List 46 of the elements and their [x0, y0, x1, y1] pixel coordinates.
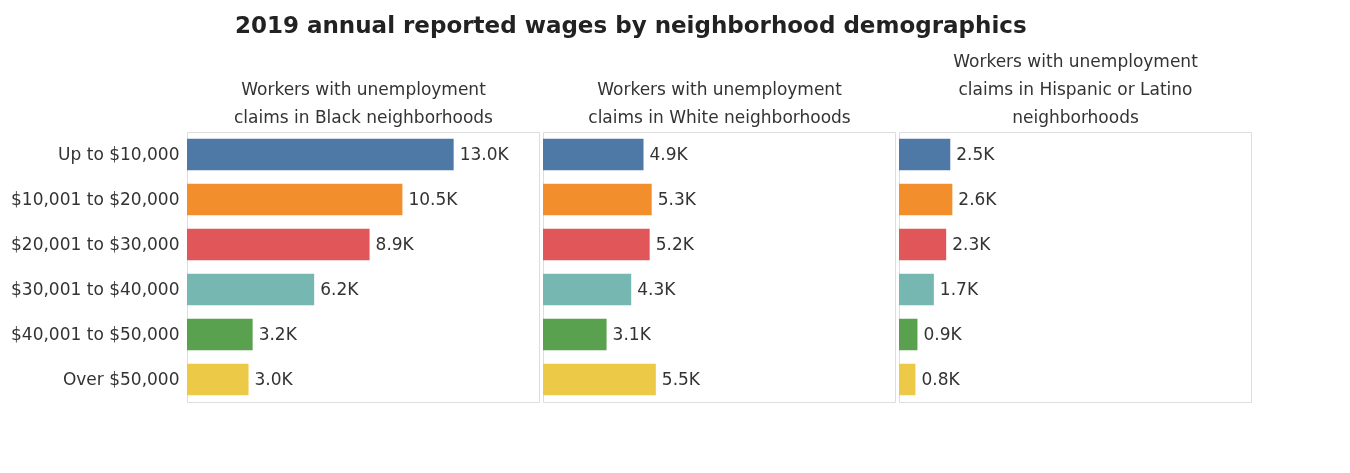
bar: [543, 138, 644, 171]
data-label: 8.9K: [375, 233, 415, 254]
bar: [187, 228, 370, 261]
bar: [899, 363, 916, 396]
data-label: 3.0K: [254, 368, 294, 389]
bar: [899, 228, 947, 261]
data-label: 5.3K: [657, 188, 697, 209]
y-tick-label: $40,001 to $50,000: [11, 323, 180, 344]
bar: [187, 183, 403, 216]
data-label: 1.7K: [939, 278, 979, 299]
bar: [187, 138, 454, 171]
data-label: 4.3K: [637, 278, 677, 299]
x-axis-title: Workers with unemployment claims in Hispanic or Latino neighborhoods: [953, 50, 1199, 127]
y-tick-label: $20,001 to $30,000: [11, 233, 180, 254]
bar: [187, 273, 315, 306]
bar: [187, 363, 249, 396]
data-label: 2.5K: [956, 143, 996, 164]
bar: [899, 318, 918, 351]
data-label: 3.1K: [612, 323, 652, 344]
bar: [187, 318, 253, 351]
bar: [543, 183, 652, 216]
data-label: 4.9K: [649, 143, 689, 164]
data-label: 0.8K: [921, 368, 961, 389]
y-tick-label: Over $50,000: [62, 368, 180, 389]
y-tick-label: $30,001 to $40,000: [11, 278, 180, 299]
x-axis-title: Workers with unemployment claims in Black neighborhoods: [234, 78, 494, 127]
data-label: 13.0K: [459, 143, 510, 164]
data-label: 3.2K: [258, 323, 298, 344]
bar: [543, 228, 650, 261]
y-tick-label: Up to $10,000: [58, 143, 180, 164]
bar: [543, 363, 656, 396]
text: 2019 annual reported wages by neighborhood demographics: [234, 11, 1027, 38]
y-tick-label: $10,001 to $20,000: [11, 188, 180, 209]
data-label: 6.2K: [320, 278, 360, 299]
data-label: 5.5K: [661, 368, 701, 389]
data-label: 2.6K: [958, 188, 998, 209]
data-label: 5.2K: [655, 233, 695, 254]
data-label: 0.9K: [923, 323, 963, 344]
bar: [899, 138, 951, 171]
data-label: 10.5K: [408, 188, 459, 209]
bar: [899, 183, 953, 216]
bar: [543, 273, 632, 306]
bar: [543, 318, 607, 351]
data-label: 2.3K: [952, 233, 992, 254]
x-axis-title: Workers with unemployment claims in White neighborhoods: [588, 78, 851, 127]
bar: [899, 273, 934, 306]
